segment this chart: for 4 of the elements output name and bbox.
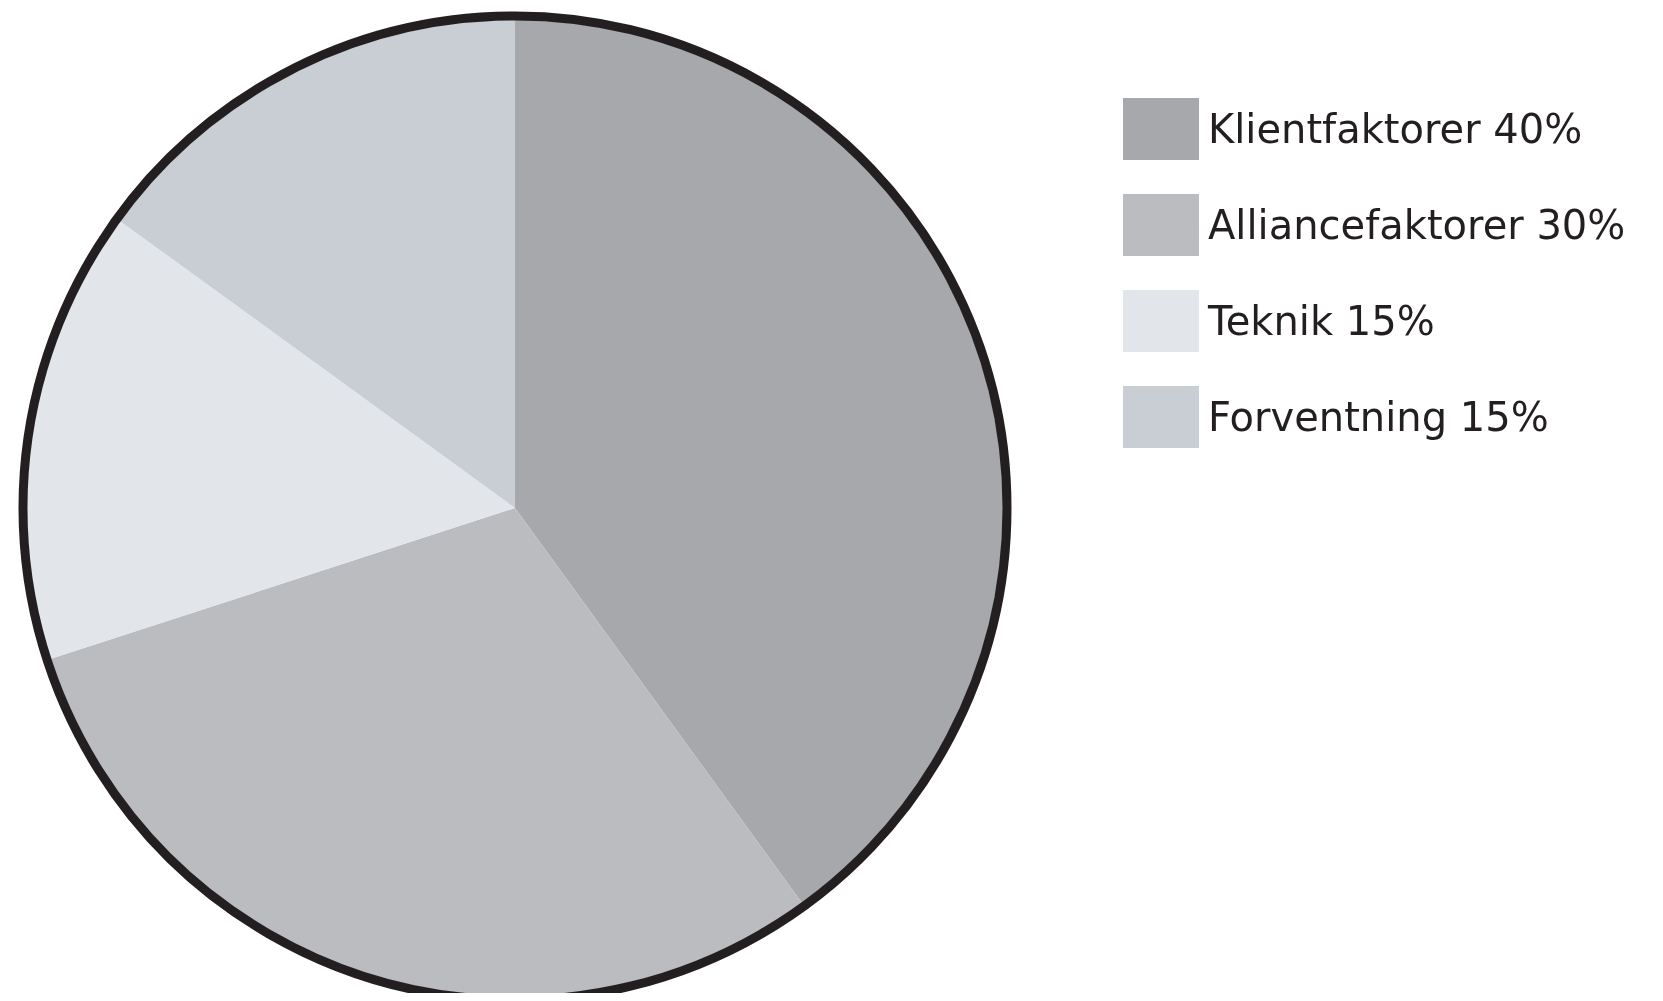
legend-label: Teknik 15% bbox=[1207, 298, 1435, 344]
legend-label: Alliancefaktorer 30% bbox=[1208, 202, 1626, 248]
legend-label: Klientfaktorer 40% bbox=[1208, 106, 1583, 152]
legend-label: Forventning 15% bbox=[1208, 394, 1549, 440]
